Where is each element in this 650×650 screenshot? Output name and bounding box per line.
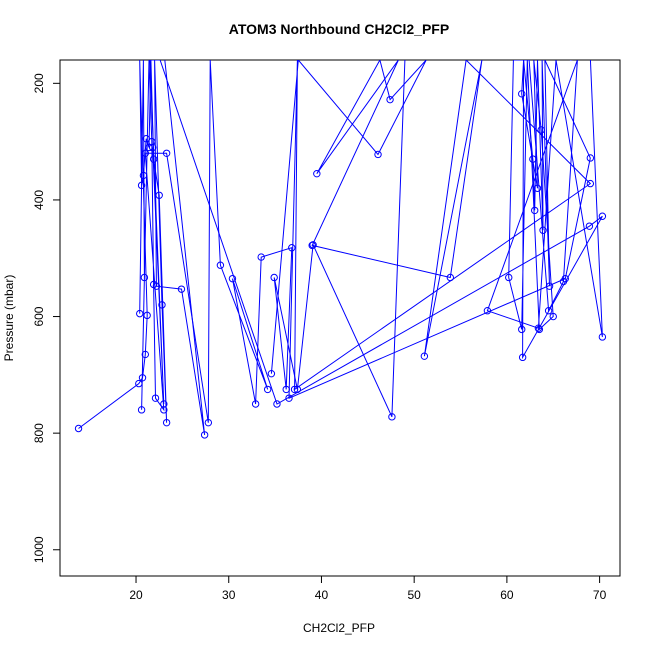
data-point xyxy=(518,353,527,362)
data-point xyxy=(216,261,225,269)
data-point xyxy=(257,253,265,261)
series-line xyxy=(139,60,406,423)
y-axis-label: Pressure (mbar) xyxy=(2,275,16,362)
data-point xyxy=(204,418,213,427)
data-point xyxy=(505,273,513,282)
data-point xyxy=(267,369,276,378)
data-point xyxy=(158,301,166,309)
data-point xyxy=(251,400,260,408)
x-tick-label: 50 xyxy=(407,588,421,602)
data-point xyxy=(288,244,296,252)
data-point xyxy=(162,418,171,427)
data-point xyxy=(141,350,149,359)
data-point xyxy=(74,424,83,433)
x-tick-label: 20 xyxy=(129,588,143,602)
series-line xyxy=(270,60,603,399)
data-point xyxy=(177,285,186,293)
data-point xyxy=(559,277,568,286)
data-point xyxy=(270,273,278,282)
data-point xyxy=(586,179,595,188)
x-axis-label: CH2Cl2_PFP xyxy=(303,621,375,635)
data-point xyxy=(598,333,607,341)
series-line xyxy=(149,60,603,405)
data-point xyxy=(228,274,237,283)
data-point xyxy=(200,431,209,439)
data-point xyxy=(531,206,539,215)
data-point xyxy=(137,406,146,414)
data-point xyxy=(549,312,557,321)
data-point xyxy=(534,324,543,332)
data-point xyxy=(529,155,537,163)
data-point xyxy=(585,222,594,230)
plot-area xyxy=(74,60,607,439)
data-point xyxy=(446,273,455,282)
series-line xyxy=(78,60,206,435)
data-point xyxy=(149,280,158,289)
data-point xyxy=(544,307,553,315)
data-point xyxy=(483,307,492,315)
chart-title: ATOM3 Northbound CH2Cl2_PFP xyxy=(229,21,449,37)
data-point xyxy=(160,400,168,408)
data-point xyxy=(142,135,150,143)
data-point xyxy=(518,325,526,334)
data-point xyxy=(598,212,607,220)
data-point xyxy=(140,273,149,282)
data-point xyxy=(151,394,160,402)
data-point xyxy=(136,309,144,318)
x-tick-label: 60 xyxy=(500,588,514,602)
y-tick-label: 1000 xyxy=(32,536,46,563)
data-point xyxy=(545,282,554,290)
data-point xyxy=(290,385,299,394)
data-point xyxy=(374,150,382,159)
data-point xyxy=(141,149,149,157)
y-tick-label: 800 xyxy=(32,423,46,443)
x-axis: 20 30 40 50 60 70 xyxy=(129,576,607,602)
data-point xyxy=(539,226,547,234)
data-point xyxy=(420,352,429,360)
data-point xyxy=(273,400,281,408)
data-point xyxy=(386,95,394,104)
x-tick-label: 40 xyxy=(315,588,329,602)
data-point xyxy=(162,149,171,157)
data-point xyxy=(535,325,544,334)
data-point xyxy=(149,143,157,152)
x-tick-label: 30 xyxy=(222,588,236,602)
y-tick-label: 600 xyxy=(32,306,46,326)
y-tick-label: 400 xyxy=(32,190,46,210)
data-point xyxy=(155,191,163,199)
data-point xyxy=(263,385,272,394)
data-point xyxy=(388,413,396,421)
data-point xyxy=(586,154,595,162)
data-point xyxy=(308,241,316,250)
y-tick-label: 200 xyxy=(32,73,46,93)
data-point xyxy=(518,90,526,98)
data-point xyxy=(285,394,293,402)
x-tick-label: 70 xyxy=(593,588,607,602)
data-point xyxy=(313,169,321,178)
plot-frame xyxy=(59,59,621,577)
y-axis: 200 400 600 800 1000 xyxy=(32,73,60,563)
data-point xyxy=(160,406,168,414)
